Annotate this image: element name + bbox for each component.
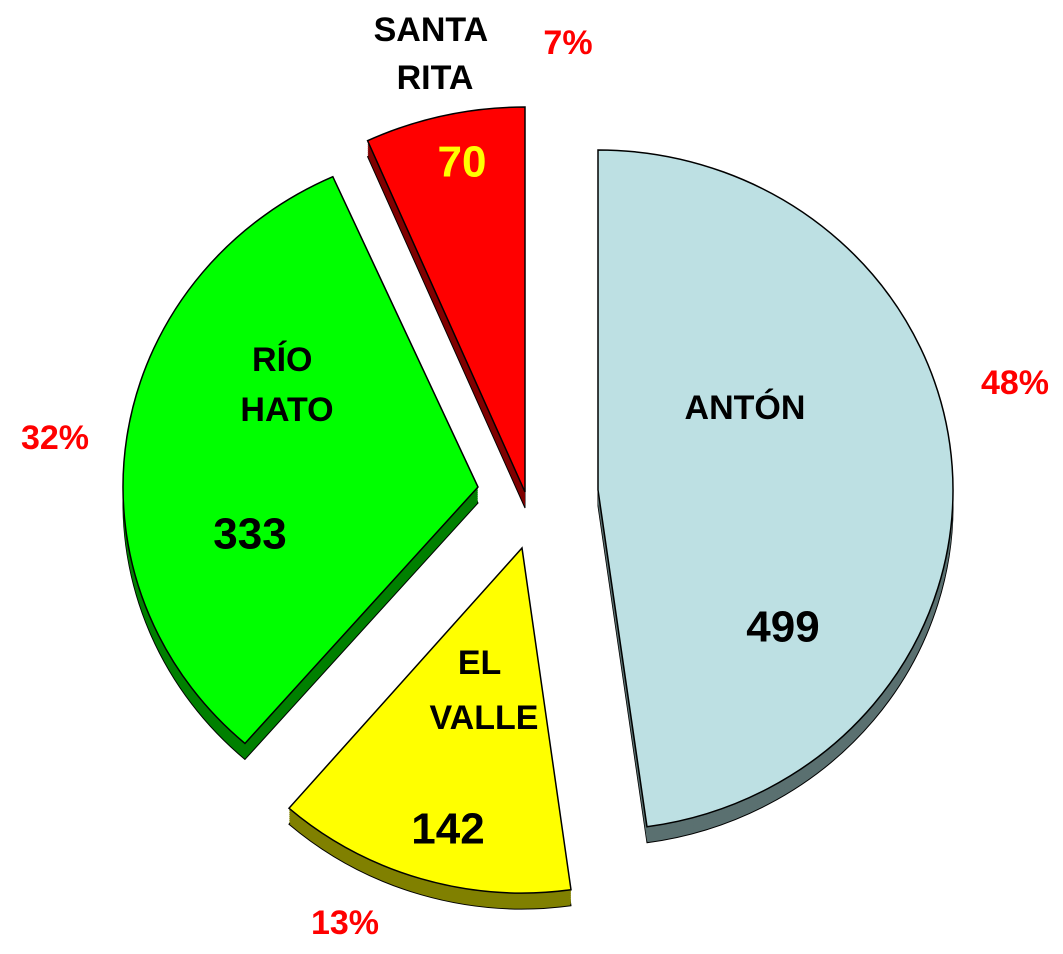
slice — [597, 149, 954, 828]
slice — [366, 106, 526, 493]
slice-label: SANTA RITA — [374, 11, 497, 97]
slice-label: ANTÓN — [685, 389, 806, 427]
percent-label: 32% — [21, 419, 89, 457]
value-label: 499 — [746, 603, 819, 652]
slice — [122, 175, 479, 745]
percent-label: 7% — [543, 24, 592, 62]
slice-label: EL VALLE — [430, 644, 539, 737]
slice — [287, 546, 572, 894]
percent-label: 13% — [311, 904, 379, 942]
value-label: 70 — [438, 138, 487, 187]
value-label: 142 — [411, 805, 484, 854]
slice-label: RÍO HATO — [240, 341, 333, 429]
value-label: 333 — [213, 510, 286, 559]
percent-label: 48% — [981, 364, 1049, 402]
